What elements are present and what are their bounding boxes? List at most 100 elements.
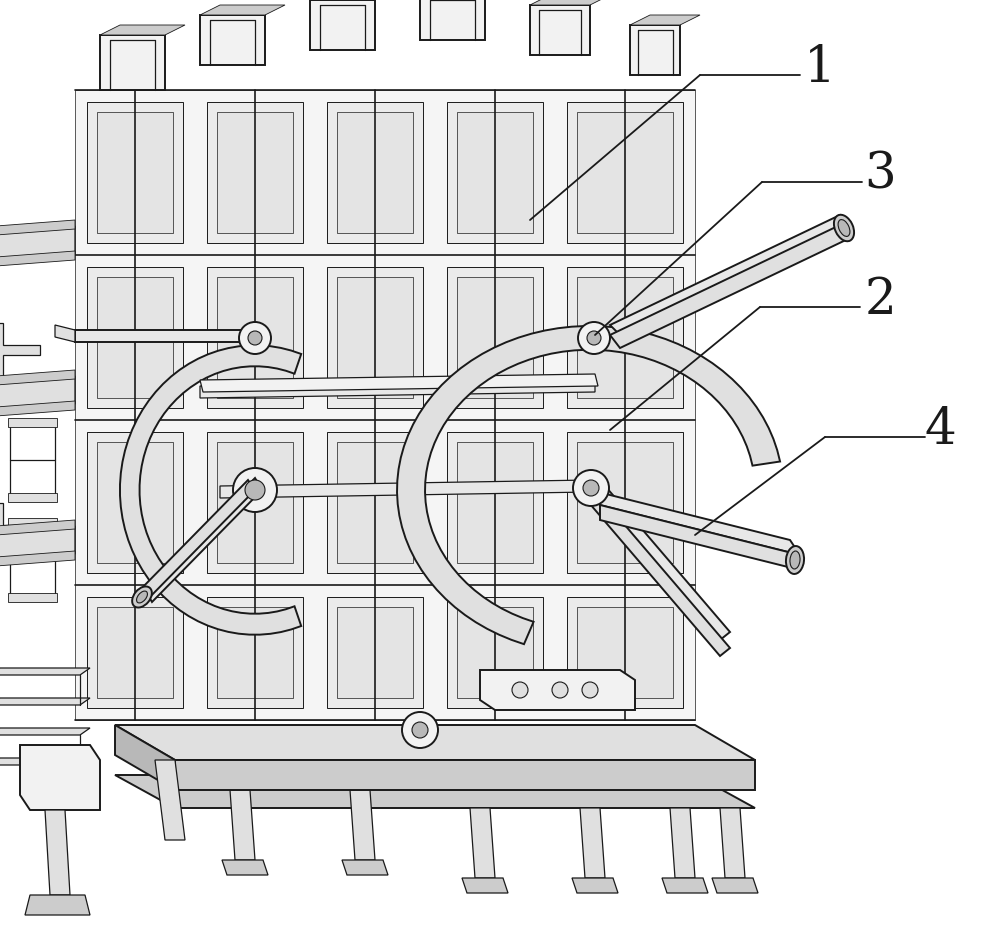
- Circle shape: [245, 480, 265, 500]
- Polygon shape: [572, 878, 618, 893]
- Polygon shape: [670, 808, 695, 878]
- Polygon shape: [87, 432, 183, 573]
- Polygon shape: [207, 597, 303, 708]
- Polygon shape: [610, 225, 850, 348]
- Polygon shape: [447, 597, 543, 708]
- Polygon shape: [480, 670, 635, 710]
- Polygon shape: [0, 323, 40, 377]
- Polygon shape: [0, 728, 90, 735]
- Polygon shape: [217, 442, 293, 563]
- Circle shape: [573, 470, 609, 506]
- Polygon shape: [720, 808, 745, 878]
- Polygon shape: [97, 607, 173, 698]
- Polygon shape: [0, 668, 90, 675]
- Polygon shape: [530, 0, 610, 5]
- Polygon shape: [337, 442, 413, 563]
- Circle shape: [402, 712, 438, 748]
- Polygon shape: [75, 330, 255, 342]
- Polygon shape: [462, 878, 508, 893]
- Polygon shape: [207, 102, 303, 243]
- Polygon shape: [0, 758, 90, 765]
- Polygon shape: [138, 480, 255, 602]
- Polygon shape: [337, 607, 413, 698]
- Polygon shape: [200, 374, 598, 392]
- Polygon shape: [630, 15, 700, 25]
- Polygon shape: [45, 810, 70, 895]
- Polygon shape: [97, 442, 173, 563]
- Ellipse shape: [790, 551, 800, 569]
- Polygon shape: [457, 277, 533, 398]
- Polygon shape: [457, 442, 533, 563]
- Polygon shape: [567, 432, 683, 573]
- Circle shape: [239, 322, 271, 354]
- Polygon shape: [97, 277, 173, 398]
- Polygon shape: [200, 380, 595, 398]
- Polygon shape: [145, 478, 262, 602]
- Polygon shape: [447, 102, 543, 243]
- Polygon shape: [590, 480, 730, 640]
- Circle shape: [583, 480, 599, 496]
- Text: 3: 3: [864, 150, 896, 200]
- Ellipse shape: [137, 591, 147, 603]
- Polygon shape: [350, 790, 375, 860]
- Polygon shape: [175, 760, 755, 790]
- Circle shape: [512, 682, 528, 698]
- Circle shape: [578, 322, 610, 354]
- Polygon shape: [567, 267, 683, 408]
- Ellipse shape: [786, 546, 804, 574]
- Polygon shape: [590, 490, 800, 555]
- Polygon shape: [87, 597, 183, 708]
- Circle shape: [587, 331, 601, 345]
- Polygon shape: [230, 790, 255, 860]
- Polygon shape: [580, 808, 605, 878]
- Polygon shape: [75, 90, 695, 720]
- Polygon shape: [327, 267, 423, 408]
- Polygon shape: [610, 215, 850, 335]
- Polygon shape: [207, 267, 303, 408]
- Polygon shape: [457, 607, 533, 698]
- Polygon shape: [8, 418, 57, 427]
- Polygon shape: [115, 725, 175, 790]
- Circle shape: [582, 682, 598, 698]
- Polygon shape: [0, 698, 90, 705]
- Polygon shape: [200, 15, 265, 65]
- Polygon shape: [115, 725, 755, 760]
- Polygon shape: [712, 878, 758, 893]
- Polygon shape: [55, 325, 75, 342]
- Polygon shape: [0, 220, 75, 237]
- Polygon shape: [87, 267, 183, 408]
- Polygon shape: [0, 503, 40, 557]
- Ellipse shape: [834, 215, 854, 241]
- Polygon shape: [577, 607, 673, 698]
- Polygon shape: [0, 376, 75, 412]
- Polygon shape: [207, 432, 303, 573]
- Polygon shape: [327, 432, 423, 573]
- Ellipse shape: [132, 587, 152, 607]
- Circle shape: [412, 722, 428, 738]
- Polygon shape: [567, 597, 683, 708]
- Polygon shape: [20, 745, 100, 810]
- Polygon shape: [8, 593, 57, 602]
- Polygon shape: [200, 5, 285, 15]
- Polygon shape: [337, 277, 413, 398]
- Ellipse shape: [838, 219, 850, 236]
- Polygon shape: [600, 505, 800, 570]
- Polygon shape: [220, 480, 590, 498]
- Polygon shape: [577, 112, 673, 233]
- Polygon shape: [8, 493, 57, 502]
- Polygon shape: [577, 442, 673, 563]
- Polygon shape: [0, 251, 75, 268]
- Polygon shape: [342, 860, 388, 875]
- Polygon shape: [397, 326, 780, 644]
- Polygon shape: [0, 226, 75, 262]
- Polygon shape: [0, 401, 75, 418]
- Polygon shape: [530, 5, 590, 55]
- Polygon shape: [567, 102, 683, 243]
- Polygon shape: [120, 345, 301, 635]
- Polygon shape: [447, 267, 543, 408]
- Polygon shape: [470, 808, 495, 878]
- Polygon shape: [337, 112, 413, 233]
- Polygon shape: [115, 775, 755, 808]
- Polygon shape: [457, 112, 533, 233]
- Text: 4: 4: [924, 405, 956, 455]
